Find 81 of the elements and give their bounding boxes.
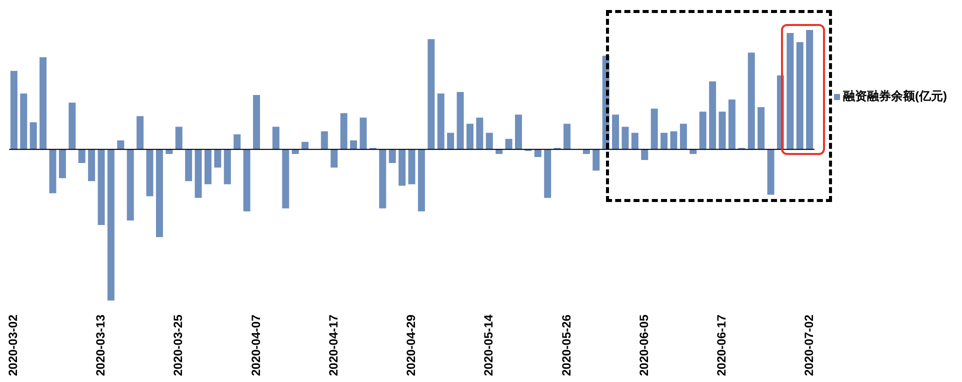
bar [379,149,386,208]
bar [20,93,28,150]
bar [767,149,774,195]
bar [641,149,648,160]
bar [136,116,144,150]
bar [185,149,192,182]
bar [49,149,56,194]
bar [272,126,280,150]
bar [243,149,250,212]
bar [418,149,425,212]
bar [437,93,444,150]
bar [388,149,396,164]
x-tick-label: 2020-04-29 [404,314,418,376]
bar [194,149,202,198]
bar [660,132,668,150]
bar [360,118,367,150]
bar [476,118,484,150]
bar [534,149,542,157]
bar [796,42,804,150]
bar [718,112,726,150]
bar [612,114,620,150]
bar [282,149,290,208]
x-tick-label: 2020-04-17 [326,314,340,376]
bar [126,149,134,220]
bar [514,114,522,150]
bar [505,138,512,150]
bar [564,124,570,150]
x-tick-label: 2020-05-14 [482,314,496,376]
bar [748,52,755,150]
bar [107,149,114,301]
bar [631,132,638,150]
bar [10,70,18,150]
bar [58,149,66,178]
bar [330,149,338,168]
bar [680,124,687,150]
bar [204,149,212,184]
x-tick-label: 2020-06-05 [636,314,651,376]
bar [214,149,222,168]
bar [728,100,736,150]
bar [78,149,86,164]
bar [350,140,358,150]
bar [320,131,328,150]
bar [340,113,348,150]
bar [398,149,406,186]
bar [88,149,96,182]
bar [447,132,454,150]
bar [806,30,814,150]
bar [224,149,231,184]
x-tick-label: 2020-03-13 [94,314,108,376]
x-tick-label: 2020-06-17 [714,314,729,376]
bar [234,134,241,150]
bar [156,149,163,238]
bar [30,122,37,150]
bar [302,142,309,150]
bar [40,57,47,150]
bar [670,131,678,150]
bar [98,149,105,226]
bar [466,124,474,150]
x-tick-label: 2020-05-26 [559,314,574,376]
x-tick-label: 2020-03-02 [6,314,20,376]
bar [592,149,600,171]
bar [699,112,706,150]
bar [544,149,552,198]
bar [650,108,658,150]
x-tick-label: 2020-03-25 [171,314,186,376]
bar [408,149,416,184]
bar [486,132,493,150]
bar [146,149,154,196]
bar [117,140,124,150]
bar [428,39,435,150]
bar [456,92,464,150]
bar [253,95,260,150]
bar [622,126,629,150]
bar [786,33,794,150]
legend-label: 融资融券余额(亿元) [843,88,947,105]
bar [758,107,765,150]
bar [175,126,182,150]
bar [709,81,716,150]
x-tick-label: 2020-07-02 [802,314,816,376]
x-tick-label: 2020-04-07 [248,314,263,376]
bar [68,102,76,150]
